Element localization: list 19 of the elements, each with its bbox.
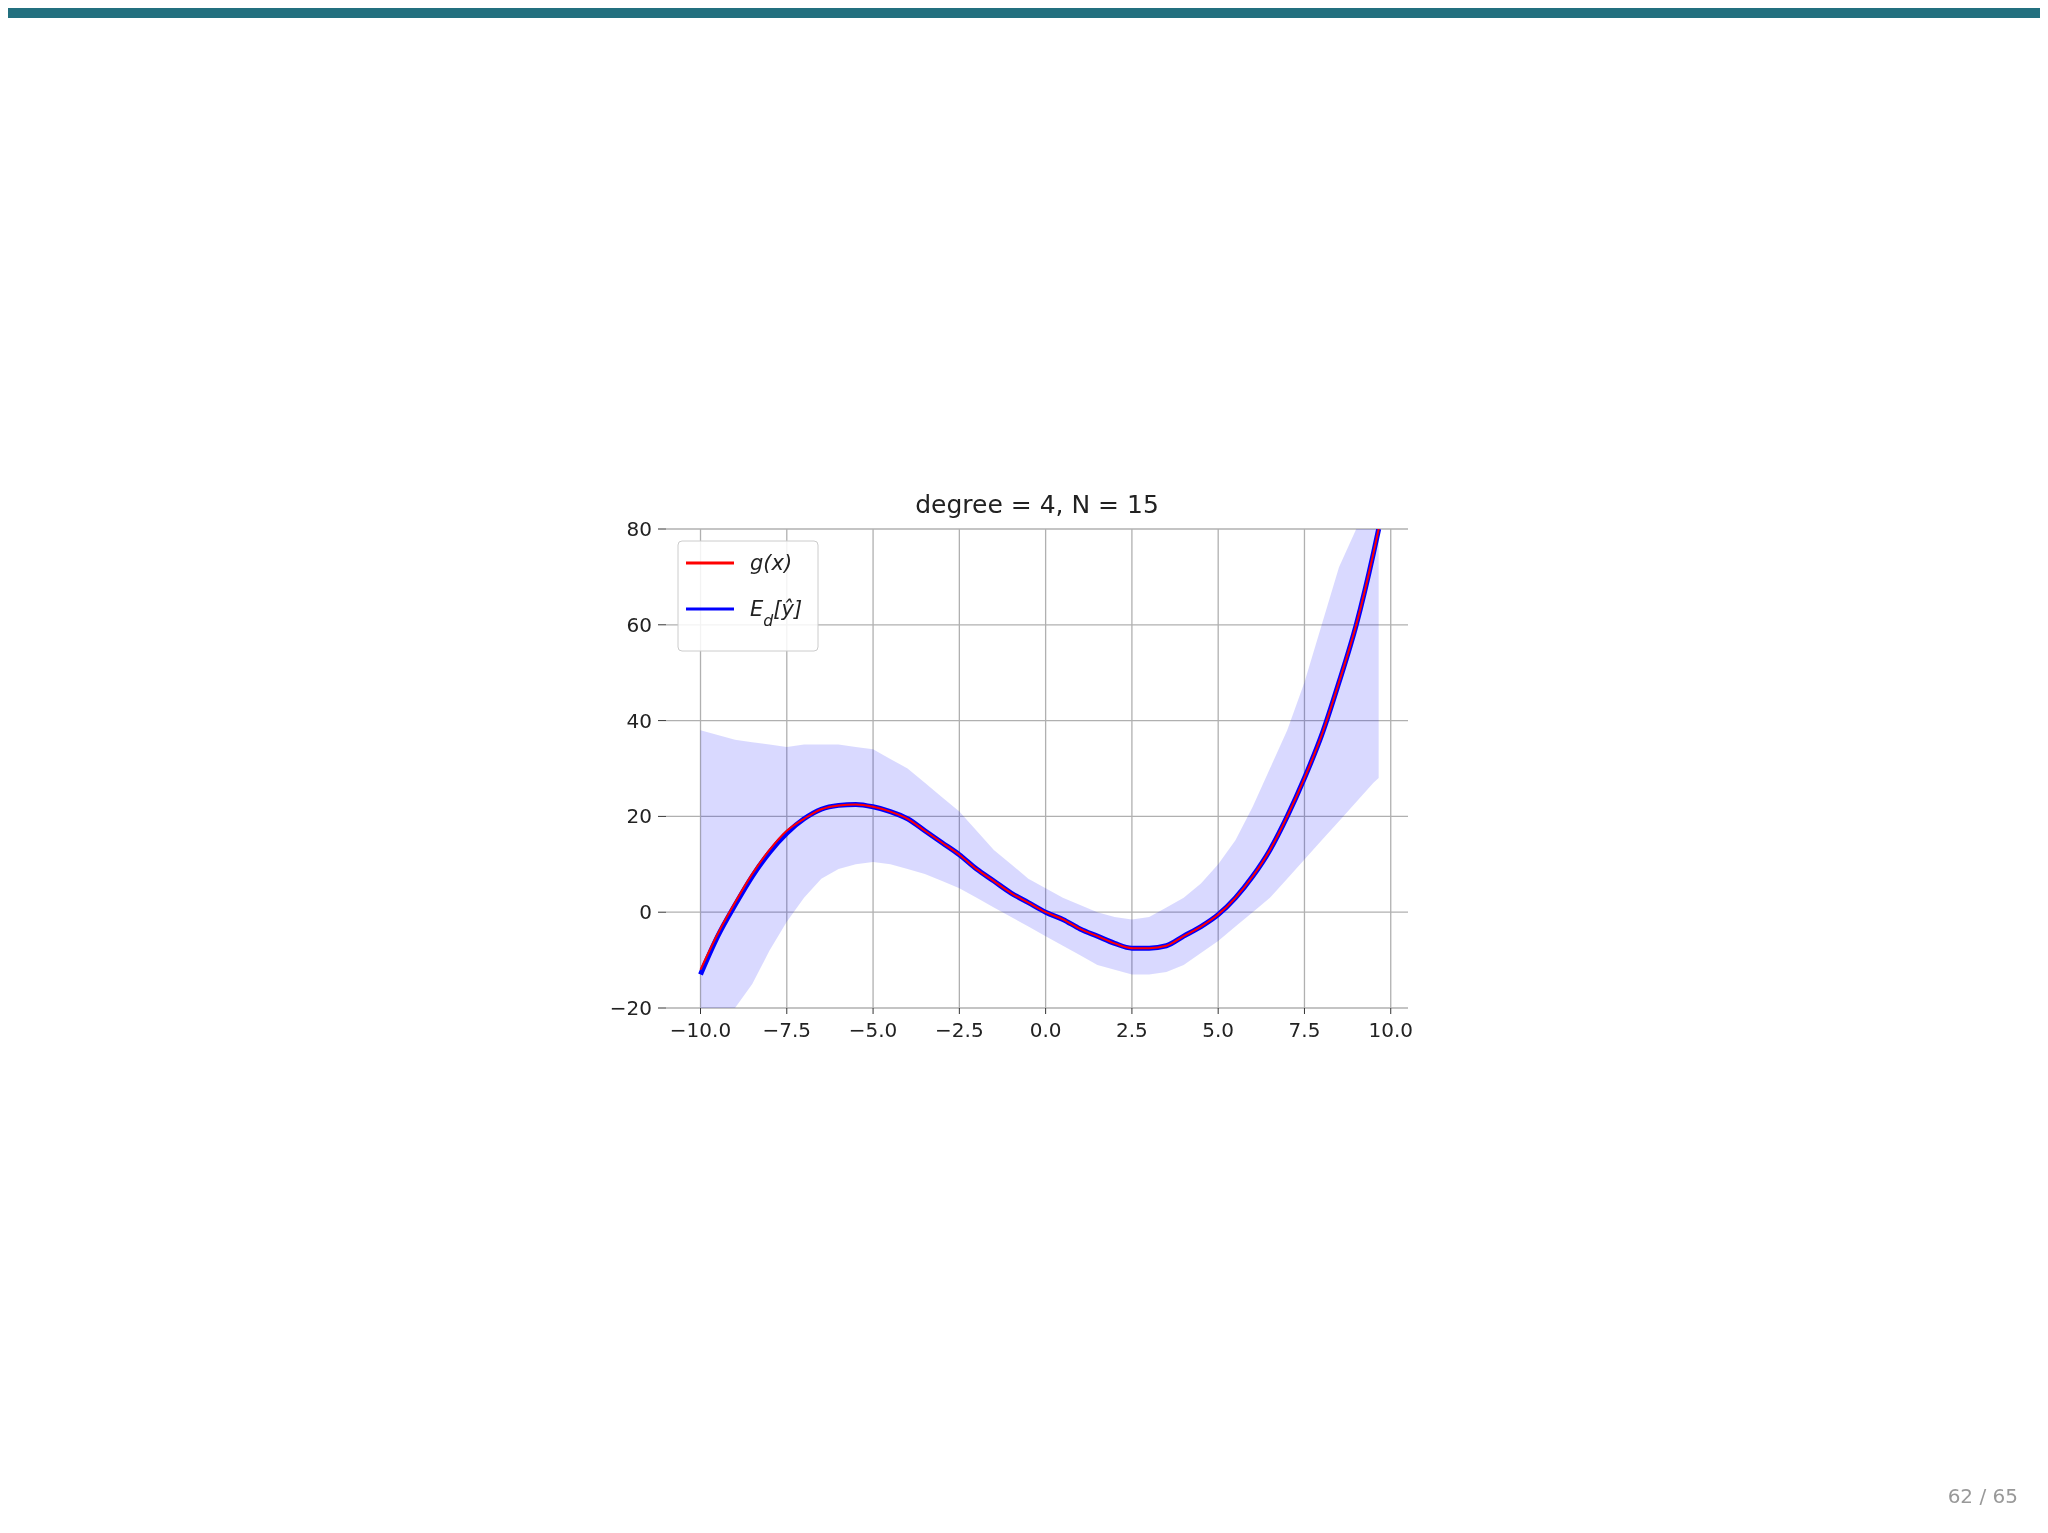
x-tick-label: −5.0	[848, 1018, 898, 1042]
x-tick-label: −10.0	[669, 1018, 732, 1042]
x-tick-label: 10.0	[1368, 1018, 1414, 1042]
y-tick-label: 80	[626, 517, 652, 541]
x-tick-label: 0.0	[1029, 1018, 1062, 1042]
x-tick-label: 2.5	[1116, 1018, 1148, 1042]
text: 62 / 65	[1947, 1484, 2018, 1508]
y-tick-label: 0	[639, 900, 652, 925]
y-tick-label: 40	[626, 708, 652, 733]
x-tick-label: −7.5	[762, 1018, 812, 1042]
y-tick-label: 60	[626, 612, 652, 637]
x-tick-label: 7.5	[1288, 1018, 1321, 1042]
y-tick-label: 20	[626, 804, 652, 829]
chart-title: degree = 4, N = 15	[915, 490, 1159, 519]
legend-label: g(x)	[750, 551, 793, 575]
x-tick-label: 5.0	[1202, 1018, 1235, 1042]
x-tick-label: −2.5	[935, 1018, 984, 1042]
y-tick-label: −20	[609, 996, 652, 1020]
legend-label: E$_{d}$[ŷ]	[750, 597, 803, 630]
